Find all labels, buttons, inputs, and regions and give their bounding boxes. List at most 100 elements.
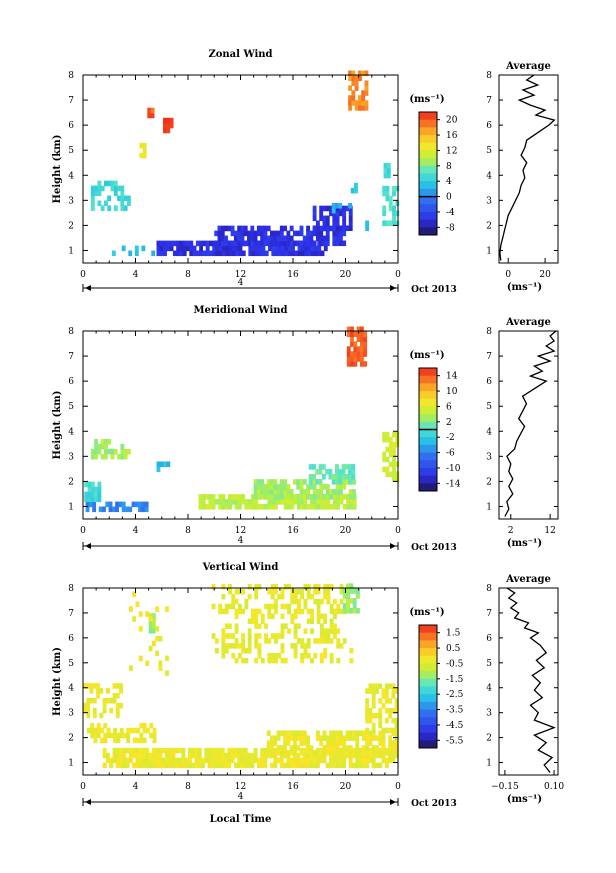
heatmap-cell — [394, 717, 399, 724]
heatmap-cell — [329, 757, 333, 764]
heatmap-cell — [342, 762, 347, 769]
heatmap-cell — [378, 740, 383, 746]
heatmap-cell — [335, 210, 340, 217]
heatmap-cell — [339, 584, 344, 590]
heatmap-cell — [319, 230, 324, 237]
heatmap-cell — [243, 240, 248, 247]
heatmap-cell — [263, 240, 268, 247]
heatmap-cell — [329, 618, 334, 625]
heatmap-cell — [364, 100, 369, 106]
heatmap-cell — [338, 730, 343, 736]
heatmap-cell — [381, 688, 386, 694]
heatmap-cell — [152, 732, 157, 739]
heatmap-cell — [329, 638, 334, 644]
heatmap-cell — [382, 466, 387, 473]
heatmap-cell — [254, 633, 259, 639]
heatmap-cell — [263, 494, 268, 500]
heatmap-cell — [345, 494, 350, 500]
heatmap-cell — [247, 752, 251, 759]
heatmap-cell — [256, 489, 261, 495]
heatmap-cell — [84, 481, 89, 488]
y-tick-label: 2 — [68, 734, 74, 744]
heatmap-cell — [161, 747, 166, 754]
heatmap-cell — [382, 220, 387, 226]
heatmap-cell — [286, 230, 291, 237]
heatmap-cell — [159, 250, 164, 257]
heatmap-cell — [313, 499, 318, 505]
heatmap-cell — [204, 747, 209, 754]
heatmap-cell — [237, 762, 242, 769]
heatmap-cell — [90, 732, 95, 739]
heatmap-cell — [283, 584, 288, 590]
heatmap-cell — [169, 240, 174, 247]
colorbar-segment — [419, 475, 437, 484]
heatmap-cell — [125, 762, 130, 769]
heatmap-cell — [100, 444, 105, 450]
heatmap-cell — [241, 657, 246, 664]
heatmap-cell — [306, 735, 311, 741]
heatmap-cell — [348, 100, 353, 106]
heatmap-cell — [158, 660, 163, 667]
heatmap-cell — [392, 476, 396, 482]
y-tick-label: 5 — [68, 659, 74, 669]
heatmap-cell — [382, 431, 387, 438]
heatmap-cell — [237, 504, 242, 510]
heatmap-cell — [243, 757, 248, 764]
heatmap-cell — [385, 436, 390, 443]
heatmap-cell — [351, 464, 356, 470]
heatmap-cell — [184, 762, 189, 769]
heatmap-cell — [197, 752, 202, 759]
heatmap-cell — [201, 762, 206, 769]
heatmap-cell — [329, 657, 334, 664]
heatmap-cell — [277, 499, 282, 505]
colorbar-unit: (ms⁻¹) — [409, 607, 444, 618]
heatmap-cell — [309, 484, 314, 490]
heatmap-cell — [317, 240, 322, 247]
profile-title: Average — [505, 317, 551, 328]
heatmap-cell — [221, 643, 226, 649]
heatmap-cell — [335, 202, 339, 209]
heatmap-cell — [231, 494, 236, 500]
heatmap-cell — [276, 235, 281, 242]
heatmap-cell — [158, 762, 163, 769]
heatmap-cell — [109, 732, 114, 739]
heatmap-cell — [89, 688, 94, 694]
heatmap-cell — [264, 250, 269, 257]
heatmap-cell — [273, 504, 278, 510]
heatmap-cell — [395, 431, 400, 438]
heatmap-cell — [308, 464, 313, 470]
heatmap-cell — [325, 484, 330, 490]
heatmap-cell — [241, 499, 246, 505]
heatmap-cell — [306, 484, 311, 490]
heatmap-cell — [132, 747, 137, 754]
colorbar-segment — [419, 671, 437, 680]
heatmap-cell — [250, 762, 255, 769]
heatmap-cell — [151, 623, 156, 629]
heatmap-cell — [326, 638, 331, 644]
heatmap-cell — [388, 757, 393, 764]
heatmap-cell — [158, 635, 163, 642]
heatmap-cell — [322, 215, 327, 222]
y-tick-label: 6 — [68, 121, 74, 131]
heatmap-cell — [287, 584, 291, 590]
heatmap-cell — [270, 745, 274, 751]
heatmap-cell — [241, 250, 246, 257]
heatmap-cell — [105, 757, 110, 764]
heatmap-cell — [260, 484, 265, 490]
y-tick-label: 5 — [68, 146, 74, 156]
heatmap-cell — [217, 752, 222, 759]
heatmap-cell — [332, 735, 337, 741]
heatmap-cell — [348, 474, 353, 480]
heatmap-cell — [176, 240, 181, 247]
heatmap-cell — [214, 747, 219, 754]
heatmap-cell — [103, 737, 108, 744]
profile-y-tick-label: 3 — [486, 709, 492, 719]
heatmap-cell — [156, 245, 161, 252]
heatmap-cell — [145, 752, 150, 759]
colorbar-tick-label: -1.5 — [446, 675, 464, 685]
y-tick-label: 4 — [68, 171, 74, 181]
heatmap-cell — [361, 105, 366, 111]
heatmap-cell — [113, 737, 118, 744]
heatmap-cell — [299, 484, 304, 490]
heatmap-cell — [274, 240, 279, 247]
